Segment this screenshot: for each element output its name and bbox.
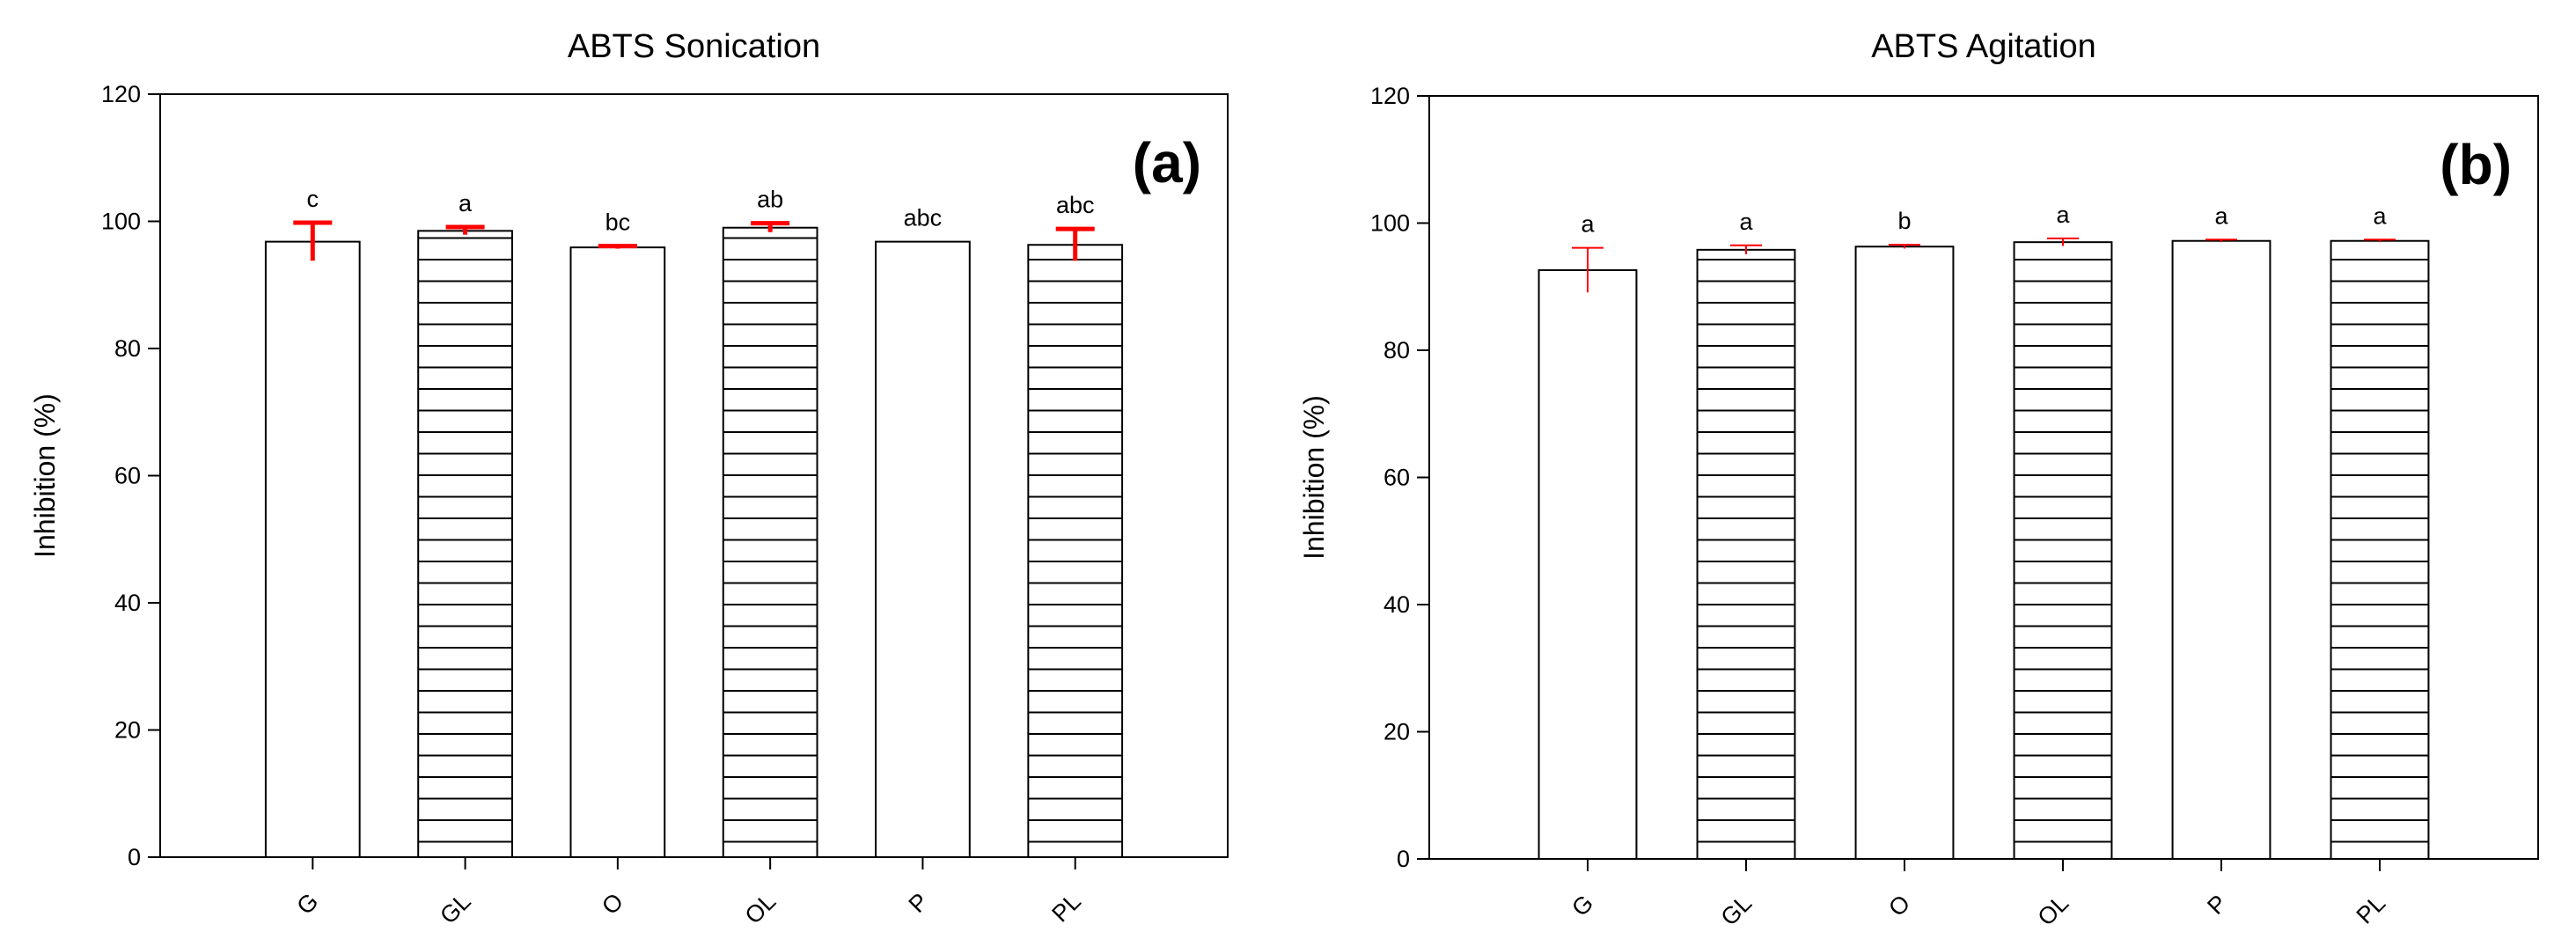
x-tick-label: G: [291, 888, 323, 920]
y-axis-label: Inhibition (%): [1298, 395, 1330, 560]
y-tick-label: 80: [1383, 337, 1410, 363]
y-tick-label: 20: [114, 717, 141, 744]
significance-label: a: [2056, 202, 2070, 228]
chart-title: ABTS Agitation: [1871, 28, 2096, 65]
significance-label: a: [2373, 202, 2387, 229]
significance-label: b: [1897, 208, 1911, 234]
bar-G: [264, 240, 361, 858]
significance-label: c: [307, 186, 319, 212]
y-tick-label: 20: [1383, 719, 1410, 745]
significance-label: ab: [757, 187, 783, 213]
bar-G: [1538, 268, 1638, 860]
y-axis-label: Inhibition (%): [29, 393, 61, 558]
y-tick-label: 120: [101, 81, 141, 107]
x-tick-label: P: [904, 888, 934, 918]
x-tick-label: G: [1567, 890, 1598, 921]
y-tick-label: 120: [1370, 83, 1410, 109]
bar-GL: [417, 230, 513, 858]
panel-label: (b): [2440, 133, 2512, 196]
y-tick-label: 100: [1370, 210, 1410, 237]
significance-label: abc: [904, 205, 943, 231]
y-tick-label: 100: [101, 209, 141, 235]
significance-label: abc: [1056, 192, 1095, 218]
chart-agitation: ABTS Agitation a Ga GL b Oa OL a Pa PL 0 20 40 60 80 10…: [1298, 28, 2539, 931]
bar-OL: [722, 226, 818, 859]
bar-O: [569, 246, 666, 858]
significance-label: a: [1739, 209, 1753, 235]
y-tick-label: 40: [1383, 591, 1410, 618]
x-tick-label: O: [597, 888, 628, 920]
significance-label: bc: [605, 209, 631, 236]
bar-GL: [1696, 248, 1796, 861]
y-tick-label: 80: [114, 335, 141, 362]
bar-O: [1854, 246, 1955, 861]
significance-label: a: [1581, 211, 1595, 238]
x-tick-label: O: [1883, 890, 1915, 921]
bar-P: [2171, 239, 2271, 861]
significance-label: a: [2214, 202, 2228, 229]
y-tick-label: 0: [1397, 846, 1410, 872]
significance-label: a: [459, 190, 473, 216]
chart-title: ABTS Sonication: [568, 28, 820, 65]
x-tick-label: GL: [1716, 890, 1758, 931]
y-tick-label: 40: [114, 590, 141, 616]
bar-OL: [2013, 241, 2113, 860]
y-tick-label: 60: [114, 463, 141, 489]
x-tick-label: GL: [435, 888, 476, 929]
panel-label: (a): [1133, 131, 1201, 194]
x-tick-label: OL: [740, 888, 782, 929]
y-tick-label: 60: [1383, 465, 1410, 491]
bar-PL: [2330, 239, 2430, 861]
y-tick-label: 0: [128, 844, 141, 870]
bar-PL: [1027, 244, 1124, 859]
bar-P: [875, 240, 971, 858]
x-tick-label: PL: [1046, 888, 1086, 928]
x-tick-label: P: [2202, 890, 2232, 920]
x-tick-label: PL: [2352, 890, 2391, 929]
x-tick-label: OL: [2033, 890, 2074, 931]
